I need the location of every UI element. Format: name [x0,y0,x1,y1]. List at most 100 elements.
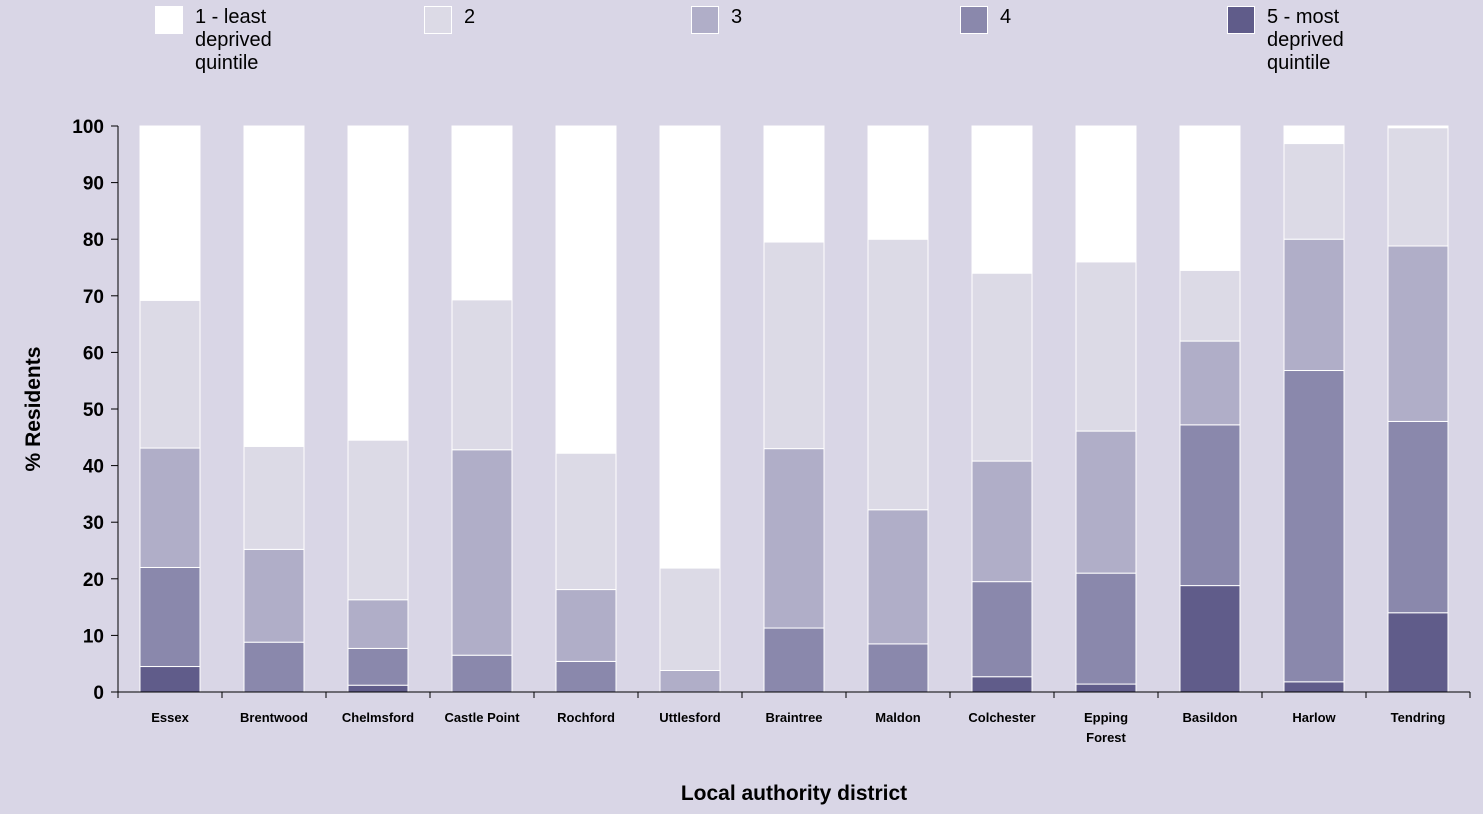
bar-group-basildon [1179,125,1241,693]
x-tick-label-epping-forest: Epping Forest [1084,710,1128,745]
bar-group-harlow [1283,125,1345,693]
bar-group-colchester [971,125,1033,693]
bar-segment-uttlesford-series-4 [659,125,721,569]
x-tick-label-line-0: Epping [1084,710,1128,725]
legend-item-4: 4 [960,6,1100,34]
legend-swatch [155,6,183,34]
bar-segment-chelmsford-series-2 [347,599,409,649]
bar-segment-colchester-series-2 [971,460,1033,583]
bar-group-essex [139,125,201,693]
bar-segment-essex-series-0 [139,666,201,693]
y-tick-label-0: 0 [93,683,104,704]
x-tick-label-essex: Essex [151,710,189,725]
bar-segment-brentwood-series-2 [243,548,305,643]
bar-segment-chelmsford-series-4 [347,125,409,441]
legend-label: 1 - least deprived quintile [195,6,272,74]
bar-segment-castle-point-series-2 [451,449,513,656]
legend-label: 4 [1000,6,1012,28]
bar-segment-uttlesford-series-3 [659,567,721,671]
bar-segment-essex-series-2 [139,447,201,568]
bar-segment-epping-forest-series-4 [1075,125,1137,263]
bar-group-braintree [763,125,825,693]
bar-segment-colchester-series-4 [971,125,1033,274]
legend-swatch [424,6,452,34]
x-axis-title: Local authority district [681,782,907,805]
bar-segment-rochford-series-3 [555,452,617,591]
bar-segment-chelmsford-series-0 [347,684,409,693]
x-tick-label-braintree: Braintree [765,710,822,725]
bar-group-maldon [867,125,929,693]
legend-item-1-least-deprived-quintile: 1 - least deprived quintile [155,6,295,75]
bar-segment-colchester-series-0 [971,676,1033,693]
legend-swatch [1227,6,1255,34]
bar-segment-brentwood-series-4 [243,125,305,447]
bar-segment-harlow-series-1 [1283,370,1345,683]
bar-segment-basildon-series-4 [1179,125,1241,271]
y-tick-label-80: 80 [83,230,104,251]
legend-label: 2 [464,6,476,28]
bar-segment-castle-point-series-3 [451,299,513,451]
bar-segment-chelmsford-series-1 [347,647,409,686]
y-tick-label-60: 60 [83,343,104,364]
bar-segment-uttlesford-series-2 [659,669,721,693]
bar-group-rochford [555,125,617,693]
bar-group-castle-point [451,125,513,693]
y-tick-label-30: 30 [83,513,104,534]
y-tick-label-100: 100 [72,117,104,138]
x-tick-label-castle-point: Castle Point [444,710,520,725]
bar-segment-basildon-series-0 [1179,585,1241,693]
bar-segment-brentwood-series-3 [243,445,305,550]
bar-segment-tendring-series-4 [1387,125,1449,129]
bar-segment-basildon-series-1 [1179,424,1241,587]
y-tick-label-90: 90 [83,174,104,195]
x-tick-label-colchester: Colchester [968,710,1035,725]
bar-segment-tendring-series-2 [1387,245,1449,422]
bar-segment-harlow-series-2 [1283,238,1345,372]
legend-swatch [691,6,719,34]
y-tick-label-20: 20 [83,570,104,591]
legend-label: 5 - most deprived quintile [1267,6,1344,74]
bar-group-brentwood [243,125,305,693]
bar-segment-brentwood-series-1 [243,641,305,693]
x-tick-label-basildon: Basildon [1183,710,1238,725]
bar-group-uttlesford [659,125,721,693]
y-tick-label-70: 70 [83,287,104,308]
bar-segment-tendring-series-3 [1387,127,1449,247]
bar-group-chelmsford [347,125,409,693]
x-tick-label-uttlesford: Uttlesford [659,710,720,725]
bar-segment-basildon-series-2 [1179,340,1241,426]
bar-segment-maldon-series-4 [867,125,929,240]
y-tick-label-10: 10 [83,626,104,647]
legend-item-3: 3 [691,6,831,34]
bar-segment-rochford-series-2 [555,589,617,662]
bar-segment-castle-point-series-4 [451,125,513,301]
bar-segment-essex-series-3 [139,299,201,449]
legend-label: 3 [731,6,743,28]
bar-segment-braintree-series-1 [763,627,825,693]
legend-swatch [960,6,988,34]
bar-segment-basildon-series-3 [1179,269,1241,342]
bar-segment-rochford-series-4 [555,125,617,454]
bar-segment-colchester-series-1 [971,581,1033,678]
bar-segment-tendring-series-0 [1387,612,1449,693]
bar-segment-harlow-series-4 [1283,125,1345,145]
x-tick-label-rochford: Rochford [557,710,615,725]
bar-segment-chelmsford-series-3 [347,439,409,601]
bar-segment-maldon-series-3 [867,238,929,511]
bar-segment-epping-forest-series-3 [1075,261,1137,432]
bar-segment-rochford-series-1 [555,660,617,693]
bar-segment-maldon-series-2 [867,509,929,645]
x-tick-label-tendring: Tendring [1391,710,1446,725]
y-axis-title: % Residents [22,347,45,472]
bar-segment-harlow-series-3 [1283,143,1345,240]
bar-segment-harlow-series-0 [1283,681,1345,693]
bar-segment-braintree-series-2 [763,448,825,629]
bar-segment-epping-forest-series-1 [1075,572,1137,685]
bar-segment-castle-point-series-1 [451,654,513,693]
bar-segment-braintree-series-3 [763,241,825,450]
bar-group-epping-forest [1075,125,1137,693]
legend-item-2: 2 [424,6,564,34]
legend-item-5-most-deprived-quintile: 5 - most deprived quintile [1227,6,1367,75]
